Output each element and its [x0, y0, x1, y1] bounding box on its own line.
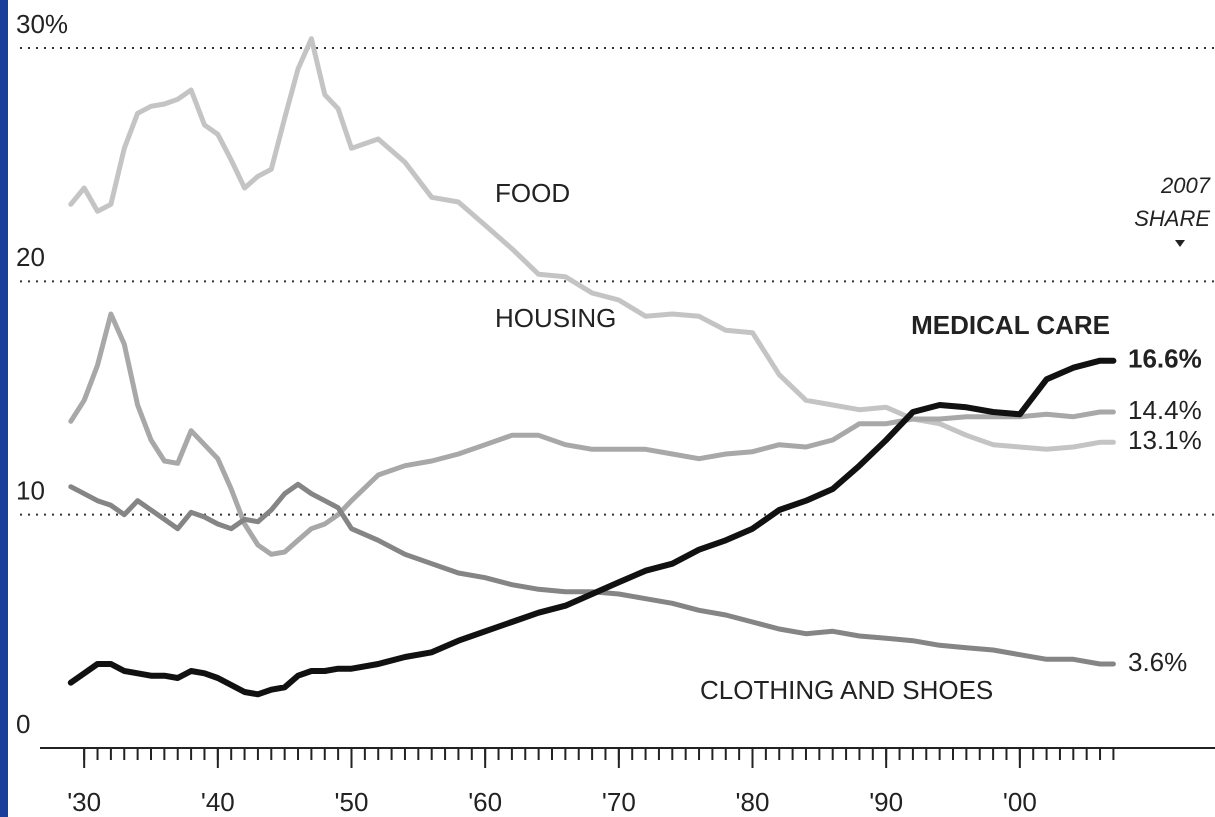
end-label: 3.6% [1128, 647, 1187, 677]
y-tick-label: 30% [16, 9, 68, 39]
end-label: 14.4% [1128, 395, 1202, 425]
x-tick-label: '50 [335, 787, 369, 817]
series-line [68, 36, 1116, 452]
y-tick-label: 20 [16, 242, 45, 272]
annotation-arrow [1175, 240, 1185, 247]
side-strip [0, 0, 8, 817]
series-label: FOOD [495, 178, 570, 208]
x-tick-label: '90 [869, 787, 903, 817]
annotation: SHARE [1134, 206, 1210, 231]
series-line [67, 357, 1117, 698]
annotation: 2007 [1160, 173, 1211, 198]
end-label: 16.6% [1128, 344, 1202, 374]
series-label: MEDICAL CARE [911, 310, 1110, 340]
y-tick-label: 10 [16, 476, 45, 506]
x-tick-label: '30 [67, 787, 101, 817]
series-line [68, 481, 1116, 667]
x-tick-label: '80 [736, 787, 770, 817]
x-tick-label: '60 [468, 787, 502, 817]
series-line [68, 311, 1116, 557]
x-tick-label: '00 [1003, 787, 1037, 817]
series-label: CLOTHING AND SHOES [700, 675, 993, 705]
y-tick-label: 0 [16, 709, 30, 739]
end-label: 13.1% [1128, 425, 1202, 455]
series-label: HOUSING [495, 303, 616, 333]
x-tick-label: '70 [602, 787, 636, 817]
x-tick-label: '40 [201, 787, 235, 817]
